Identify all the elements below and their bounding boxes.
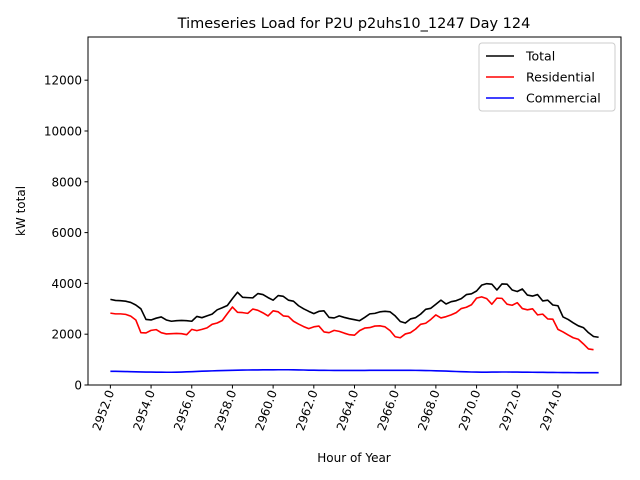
y-tick-label: 12000 [44,74,82,88]
y-tick-label: 10000 [44,124,82,138]
series-line-residential [110,296,594,351]
plot-frame [87,36,622,386]
y-tick-label: 8000 [51,175,82,189]
y-tick-label: 0 [74,379,82,393]
y-axis: 0 2000 4000 6000 8000 10000 12000 [44,74,88,393]
series-line-total [110,282,599,339]
series-line-commercial [110,368,599,374]
legend-label-total: Total [525,49,555,64]
x-axis-label: Hour of Year [317,451,391,465]
legend-label-residential: Residential [526,70,595,85]
series-lines [110,282,599,374]
y-tick-label: 6000 [51,226,82,240]
legend: Total Residential Commercial [478,42,616,112]
y-tick-label: 4000 [51,277,82,291]
y-axis-label: kW total [14,186,28,236]
y-tick-label: 2000 [51,328,82,342]
legend-label-commercial: Commercial [526,91,601,106]
chart-title: Timeseries Load for P2U p2uhs10_1247 Day… [177,16,531,32]
legend-box [478,42,616,112]
